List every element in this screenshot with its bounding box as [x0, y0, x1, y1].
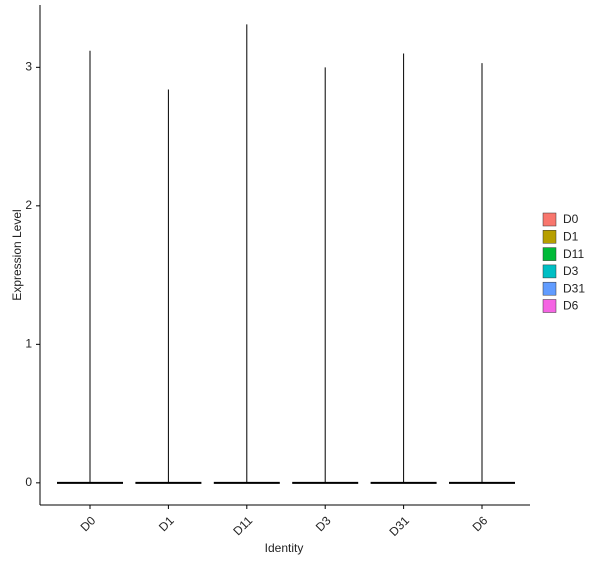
x-tick-label: D3: [313, 513, 334, 534]
y-tick-label: 2: [25, 198, 32, 212]
legend-swatch: [542, 247, 557, 261]
legend-swatch: [542, 299, 557, 313]
x-tick-label: D1: [156, 513, 177, 534]
x-tick-label: D6: [470, 513, 491, 534]
legend-swatch: [542, 264, 557, 279]
y-tick-label: 1: [25, 337, 32, 351]
legend-label: D0: [563, 212, 579, 226]
y-axis-title: Expression Level: [10, 209, 24, 300]
x-axis-title: Identity: [265, 541, 304, 555]
legend-swatch: [542, 212, 557, 227]
legend-swatch: [542, 230, 557, 244]
legend-label: D3: [563, 264, 579, 278]
legend-label: D1: [563, 229, 579, 243]
x-tick-label: D31: [386, 513, 412, 539]
legend-label: D11: [563, 247, 584, 261]
y-tick-label: 0: [25, 475, 32, 489]
legend-swatch: [542, 281, 557, 296]
x-tick-label: D11: [230, 513, 255, 538]
x-tick-label: D0: [78, 513, 99, 534]
y-tick-label: 3: [25, 59, 32, 73]
legend-label: D6: [563, 299, 579, 313]
legend-label: D31: [563, 281, 585, 295]
